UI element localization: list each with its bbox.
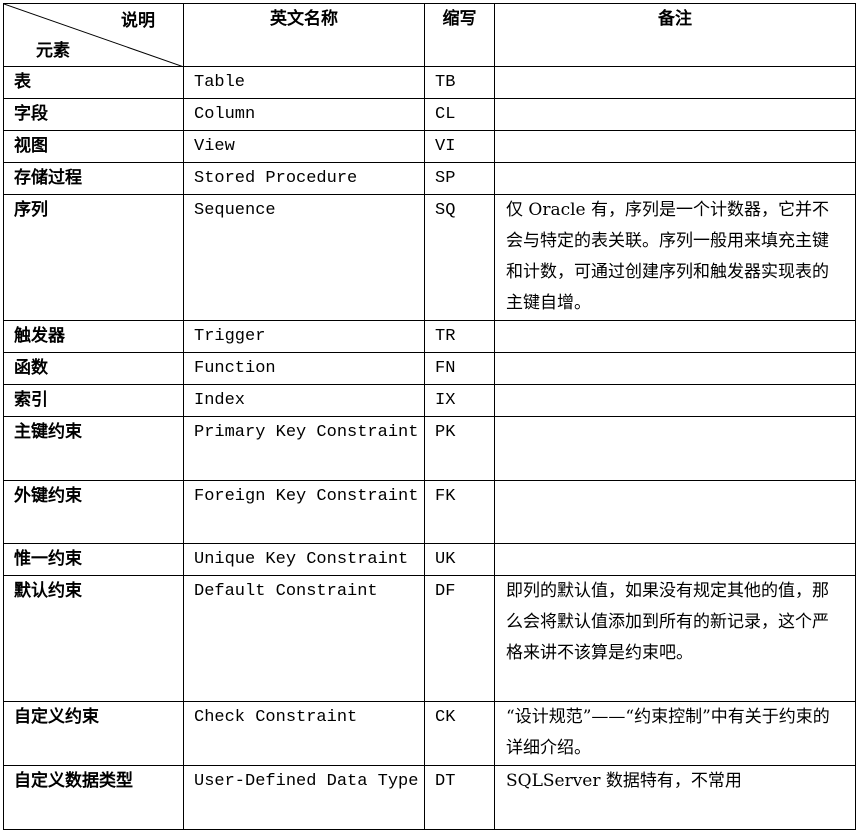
element-cell: 主键约束 <box>3 416 184 481</box>
element-cell: 惟一约束 <box>3 543 184 576</box>
element-cell: 存储过程 <box>3 162 184 195</box>
table-row: 表 Table TB <box>3 66 856 99</box>
abbr-cell: SP <box>424 162 495 195</box>
remark-cell <box>494 352 856 385</box>
abbr-cell: TB <box>424 66 495 99</box>
english-name-cell: Trigger <box>183 320 425 353</box>
remark-cell <box>494 162 856 195</box>
remark-cell: “设计规范”——“约束控制”中有关于约束的详细介绍。 <box>494 701 856 766</box>
header-english-name: 英文名称 <box>183 3 425 67</box>
english-name-cell: User-Defined Data Type <box>183 765 425 830</box>
english-name-cell: Foreign Key Constraint <box>183 480 425 544</box>
element-cell: 索引 <box>3 384 184 417</box>
english-name-cell: Unique Key Constraint <box>183 543 425 576</box>
english-name-cell: Table <box>183 66 425 99</box>
abbr-cell: CL <box>424 98 495 131</box>
element-cell: 触发器 <box>3 320 184 353</box>
remark-cell <box>494 98 856 131</box>
remark-cell <box>494 480 856 544</box>
element-cell: 自定义数据类型 <box>3 765 184 830</box>
table-row: 触发器 Trigger TR <box>3 320 856 353</box>
diagonal-line <box>4 4 184 67</box>
english-name-cell: Index <box>183 384 425 417</box>
remark-cell: 即列的默认值，如果没有规定其他的值，那么会将默认值添加到所有的新记录，这个严格来… <box>494 575 856 702</box>
diagonal-header-cell: 说明 元素 <box>3 3 184 67</box>
abbr-cell: FK <box>424 480 495 544</box>
element-cell: 序列 <box>3 194 184 321</box>
table-row: 外键约束 Foreign Key Constraint FK <box>3 480 856 544</box>
table-row: 自定义数据类型 User-Defined Data Type DT SQLServer… <box>3 765 856 830</box>
table-row: 索引 Index IX <box>3 384 856 417</box>
header-remark: 备注 <box>494 3 856 67</box>
table-row: 主键约束 Primary Key Constraint PK <box>3 416 856 481</box>
header-description: 说明 <box>121 11 155 31</box>
table-row: 序列 Sequence SQ 仅 Oracle 有，序列是一个计数器，它并不会与特定的… <box>3 194 856 321</box>
english-name-cell: Sequence <box>183 194 425 321</box>
english-name-cell: Function <box>183 352 425 385</box>
english-name-cell: Stored Procedure <box>183 162 425 195</box>
table-row: 自定义约束 Check Constraint CK “设计规范”——“约束控制”中有关… <box>3 701 856 766</box>
table-row: 惟一约束 Unique Key Constraint UK <box>3 543 856 576</box>
remark-cell <box>494 130 856 163</box>
abbr-cell: SQ <box>424 194 495 321</box>
element-cell: 自定义约束 <box>3 701 184 766</box>
abbr-cell: IX <box>424 384 495 417</box>
element-cell: 表 <box>3 66 184 99</box>
abbr-cell: CK <box>424 701 495 766</box>
table-row: 视图 View VI <box>3 130 856 163</box>
element-cell: 默认约束 <box>3 575 184 702</box>
naming-table: 说明 元素 英文名称 缩写 备注 表 Table TB 字段 Column CL 视图 Vie… <box>3 3 856 830</box>
english-name-cell: Check Constraint <box>183 701 425 766</box>
element-cell: 函数 <box>3 352 184 385</box>
abbr-cell: DF <box>424 575 495 702</box>
header-element: 元素 <box>36 41 70 61</box>
abbr-cell: DT <box>424 765 495 830</box>
table-row: 函数 Function FN <box>3 352 856 385</box>
english-name-cell: Default Constraint <box>183 575 425 702</box>
header-abbr: 缩写 <box>424 3 495 67</box>
abbr-cell: TR <box>424 320 495 353</box>
remark-cell <box>494 66 856 99</box>
english-name-cell: Primary Key Constraint <box>183 416 425 481</box>
table-row: 默认约束 Default Constraint DF 即列的默认值，如果没有规定其他的… <box>3 575 856 702</box>
remark-cell <box>494 416 856 481</box>
element-cell: 视图 <box>3 130 184 163</box>
table-row: 存储过程 Stored Procedure SP <box>3 162 856 195</box>
remark-cell: 仅 Oracle 有，序列是一个计数器，它并不会与特定的表关联。序列一般用来填充… <box>494 194 856 321</box>
remark-cell: SQLServer 数据特有，不常用 <box>494 765 856 830</box>
table-row: 字段 Column CL <box>3 98 856 131</box>
abbr-cell: UK <box>424 543 495 576</box>
english-name-cell: View <box>183 130 425 163</box>
element-cell: 外键约束 <box>3 480 184 544</box>
remark-cell <box>494 543 856 576</box>
abbr-cell: PK <box>424 416 495 481</box>
english-name-cell: Column <box>183 98 425 131</box>
remark-cell <box>494 384 856 417</box>
abbr-cell: VI <box>424 130 495 163</box>
abbr-cell: FN <box>424 352 495 385</box>
element-cell: 字段 <box>3 98 184 131</box>
header-row: 说明 元素 英文名称 缩写 备注 <box>3 3 856 67</box>
remark-cell <box>494 320 856 353</box>
